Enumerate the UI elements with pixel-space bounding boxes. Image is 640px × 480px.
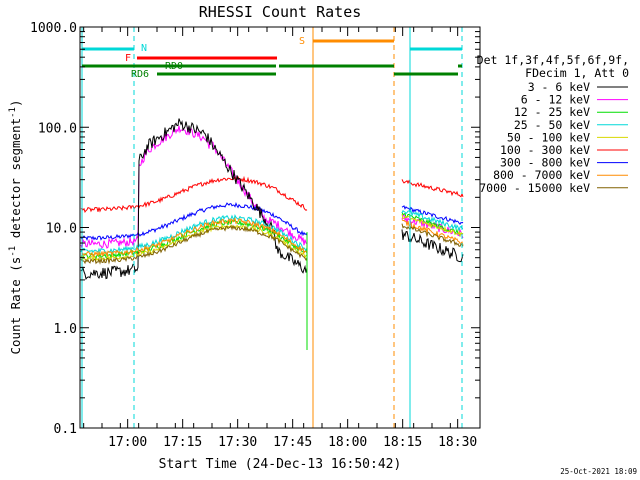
x-tick-label-6: 18:30 [438,435,477,450]
series-line-7-part-b [401,219,464,246]
x-tick-label-5: 18:15 [383,435,422,450]
legend-label-8: 7000 - 15000 keV [479,181,590,195]
legend-label-2: 12 - 25 keV [514,105,590,119]
label-N: N [141,43,147,54]
y-axis-label-end: ) [8,100,23,108]
label-RD6: RD6 [131,69,149,80]
legend-label-1: 6 - 12 keV [521,93,590,107]
x-axis-label: Start Time (24-Dec-13 16:50:42) [159,457,402,472]
x-tick-label-2: 17:30 [218,435,257,450]
series-line-1-part-a [80,125,308,249]
y-axis: 1000.0 100.0 10.0 1.0 0.1 [30,21,480,437]
legend-label-7: 800 - 7000 keV [493,168,590,182]
series-line-6-part-b [401,205,464,226]
y-tick-label-1: 100.0 [38,121,77,136]
series-line-8-part-b [401,223,464,247]
series-line-5-part-b [401,179,464,198]
x-tick-label-1: 17:15 [163,435,202,450]
label-RD0: RD0 [165,61,183,72]
x-tick-label-0: 17:00 [108,435,147,450]
y-tick-label-4: 0.1 [54,422,77,437]
series-line-4-part-a [80,223,308,263]
series-line-0-part-b [401,229,464,263]
legend: Det 1f,3f,4f,5f,6f,9f, FDecim 1, Att 0 3… [477,53,629,195]
series-line-6-part-a [80,201,308,241]
x-tick-label-3: 17:45 [273,435,312,450]
legend-label-4: 50 - 100 keV [507,130,590,144]
x-axis: 17:00 17:15 17:30 17:45 18:00 18:15 18:30 [83,27,477,450]
legend-label-5: 100 - 300 keV [500,143,590,157]
legend-header-2: FDecim 1, Att 0 [525,66,629,80]
plot-area: NF S RD0 RD6 [80,27,464,428]
x-tick-label-4: 18:00 [328,435,367,450]
legend-label-0: 3 - 6 keV [528,80,590,94]
series-line-8-part-a [80,224,308,265]
series-line-7-part-a [80,217,308,258]
y-axis-label: Count Rate (s-1 detector segment-1) [8,100,23,355]
legend-header-1: Det 1f,3f,4f,5f,6f,9f, [477,53,629,67]
y-tick-label-2: 10.0 [46,222,77,237]
series-line-5-part-a [80,175,308,213]
y-axis-label-sup1: -1 [8,246,18,257]
generation-timestamp: 25-Oct-2021 18:09 [560,467,637,476]
y-axis-label-mid: detector segment [8,118,23,246]
y-tick-label-0: 1000.0 [30,21,77,36]
series-line-4-part-b [401,213,464,238]
legend-label-6: 300 - 800 keV [500,156,590,170]
label-F: F [125,53,131,64]
chart-title: RHESSI Count Rates [199,3,362,21]
y-axis-label-sup2: -1 [8,107,18,118]
y-axis-label-main: Count Rate (s [8,257,23,355]
y-tick-label-3: 1.0 [54,322,77,337]
series-line-3-part-a [80,213,308,254]
series-line-3-part-b [401,209,464,233]
series-line-2-part-a [80,218,308,261]
legend-label-3: 25 - 50 keV [514,118,590,132]
label-S: S [299,36,305,47]
